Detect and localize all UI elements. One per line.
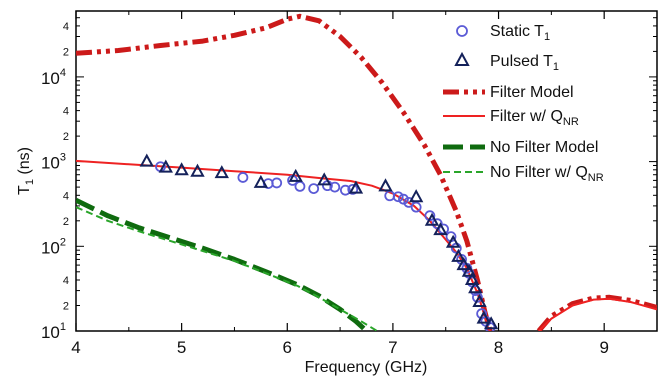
x-tick-label: 7 [388, 338, 397, 357]
y-decade-label: 103 [41, 152, 66, 173]
x-tick-label: 8 [494, 338, 503, 357]
y-minor-label: 2 [63, 46, 69, 58]
y-decade-label: 101 [41, 321, 66, 342]
pulsed-t1-point [190, 163, 205, 177]
pulsed-t1-point [288, 168, 303, 182]
static-t1-point [329, 181, 341, 193]
legend-label: Filter w/ QNR [490, 108, 579, 128]
legend: Static T1 Pulsed T1 Filter Model Filter w/ … [443, 23, 604, 184]
legend-label: No Filter w/ QNR [490, 164, 604, 184]
y-minor-label: 2 [63, 216, 69, 228]
pulsed-t1-point [456, 257, 471, 271]
pulsed-t1-point [424, 212, 440, 226]
pulsed-t1-point [476, 310, 491, 324]
y-minor-label: 2 [63, 131, 69, 143]
series-line [76, 197, 369, 331]
legend-label: Pulsed T1 [490, 53, 559, 73]
axis-tick-labels: 4 5 6 7 8 9 101 102 103 104 2 4 2 4 2 4 2 4 [41, 21, 609, 357]
pulsed-t1-point [483, 316, 499, 330]
legend-label: Static T1 [490, 23, 550, 43]
y-decade-label: 104 [41, 67, 66, 88]
x-tick-label: 5 [177, 338, 186, 357]
x-tick-label: 4 [71, 338, 80, 357]
static-t1-point [339, 184, 351, 196]
model-curves [76, 13, 657, 331]
pulsed-t1-point [317, 172, 332, 186]
pulsed-t1-point [348, 180, 364, 194]
static-t1-point [398, 193, 409, 205]
pulsed-t1-point [253, 174, 269, 188]
measured-points [139, 153, 499, 331]
series-line [76, 13, 493, 331]
static-t1-point [403, 196, 415, 208]
y-minor-label: 4 [63, 21, 69, 33]
pulsed-t1-point [158, 159, 173, 173]
y-minor-label: 2 [63, 301, 69, 313]
x-tick-label: 9 [599, 338, 608, 357]
pulsed-t1-point [445, 234, 461, 248]
y-minor-label: 4 [63, 190, 69, 202]
y-minor-label: 4 [63, 106, 69, 118]
plot-frame [75, 10, 658, 332]
y-axis-title: T1 (ns) [16, 147, 36, 195]
pulsed-t1-point [433, 222, 448, 236]
pulsed-t1-point [174, 162, 189, 176]
pulsed-t1-point [472, 293, 487, 307]
legend-pulsed-marker [454, 51, 470, 66]
x-tick-label: 6 [283, 338, 292, 357]
y-minor-label: 4 [63, 275, 69, 287]
static-t1-point [308, 183, 320, 195]
series-line [538, 297, 657, 331]
pulsed-t1-point [464, 271, 480, 286]
static-t1-point [410, 201, 422, 213]
static-t1-point [237, 172, 249, 183]
x-axis-title: Frequency (GHz) [305, 359, 428, 376]
pulsed-t1-point [451, 248, 466, 262]
static-t1-point [271, 177, 283, 189]
pulsed-t1-point [139, 153, 154, 167]
series-line [76, 159, 491, 331]
pulsed-t1-point [461, 263, 477, 277]
static-t1-point [294, 180, 306, 192]
y-decade-label: 102 [41, 236, 66, 257]
series-line [536, 294, 657, 331]
legend-label: Filter Model [490, 84, 574, 101]
series-line [76, 206, 378, 331]
legend-static-marker [456, 25, 468, 37]
pulsed-t1-point [378, 178, 393, 192]
pulsed-t1-point [408, 189, 424, 203]
static-t1-point [347, 183, 359, 195]
pulsed-t1-point [468, 280, 483, 294]
legend-label: No Filter Model [490, 139, 598, 156]
static-t1-point [392, 191, 404, 203]
pulsed-t1-point [214, 165, 229, 179]
